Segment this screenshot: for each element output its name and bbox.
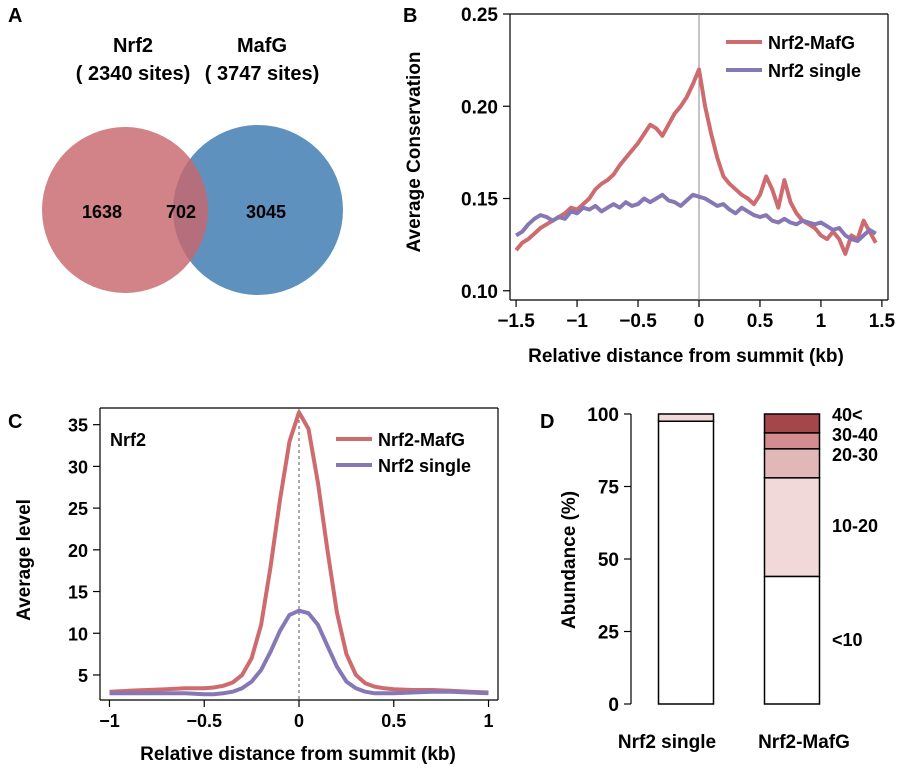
y-tick-label: 75 xyxy=(598,478,620,499)
y-axis-title: Abundance (%) xyxy=(559,491,580,629)
panel-label-d: D xyxy=(540,411,554,433)
bar-segment xyxy=(763,432,821,450)
y-tick-label: 35 xyxy=(68,416,88,436)
panel-b-conservation-chart: B −1.5 −1 −0.5 0 0.5 1 1.5 0.10 0.15 0.20 0.25 Re… xyxy=(403,5,896,367)
y-axis-title: Average Conservation xyxy=(404,52,425,253)
venn-set-name-mafg: MafG xyxy=(237,35,287,57)
series-line-0 xyxy=(109,410,489,695)
y-tick-label: 50 xyxy=(598,550,619,571)
x-ticks: −1.5 −1 −0.5 0 0.5 1 1.5 xyxy=(497,300,896,332)
stacked-bars xyxy=(657,413,821,705)
segment-label: 20-30 xyxy=(832,445,878,465)
bar-segment xyxy=(763,413,821,434)
x-category-label: Nrf2-MafG xyxy=(758,732,850,753)
series-line-1 xyxy=(515,192,877,243)
x-tick-label: −1.5 xyxy=(497,311,535,332)
legend-label-nrf2-mafg: Nrf2-MafG xyxy=(768,33,855,53)
panel-a-venn: A Nrf2 ( 2340 sites) MafG ( 3747 sites) … xyxy=(8,5,343,295)
y-ticks: 0.10 0.15 0.20 0.25 xyxy=(461,5,510,303)
series-line-0 xyxy=(514,67,878,256)
x-tick-label: 1 xyxy=(484,711,494,731)
x-axis-title: Relative distance from summit (kb) xyxy=(140,744,456,765)
venn-set-sites-nrf2: ( 2340 sites) xyxy=(76,63,191,85)
venn-circle-nrf2 xyxy=(42,127,208,293)
segment-label: 10-20 xyxy=(832,516,878,536)
y-ticks: 0 25 50 75 100 xyxy=(587,405,631,716)
venn-set-sites-mafg: ( 3747 sites) xyxy=(205,63,320,85)
chart-title: Nrf2 xyxy=(110,430,146,450)
legend-label-nrf2-single: Nrf2 single xyxy=(378,456,471,476)
panel-d-abundance-chart: D 0 25 50 75 100 Nrf2 single Nrf2-MafG <10 10-… xyxy=(540,405,878,753)
venn-circle-mafg xyxy=(173,125,343,295)
panel-c-average-level-chart: C −1 −0.5 0 0.5 1 5 10 15 20 25 30 35 Nrf2 Relativ… xyxy=(8,407,499,765)
y-axis-title: Average level xyxy=(14,499,35,621)
x-tick-label: 0 xyxy=(694,311,705,332)
y-tick-label: 20 xyxy=(68,541,88,561)
segment-label: <10 xyxy=(832,630,863,650)
x-tick-label: −0.5 xyxy=(619,311,657,332)
series-group xyxy=(514,67,878,256)
venn-count-overlap: 702 xyxy=(166,202,196,222)
bar-segment xyxy=(763,477,821,578)
x-tick-label: −1 xyxy=(99,711,120,731)
y-tick-label: 100 xyxy=(587,405,619,426)
x-tick-label: 1.5 xyxy=(869,311,896,332)
segment-label: 40< xyxy=(832,405,863,425)
x-category-label: Nrf2 single xyxy=(618,732,716,753)
x-tick-label: −0.5 xyxy=(186,711,222,731)
y-tick-label: 5 xyxy=(78,666,88,686)
x-axis-title: Relative distance from summit (kb) xyxy=(528,346,844,367)
legend-label-nrf2-mafg: Nrf2-MafG xyxy=(378,430,465,450)
series-group xyxy=(109,410,489,697)
x-tick-label: 0.5 xyxy=(381,711,406,731)
x-tick-label: 1 xyxy=(816,311,827,332)
segment-label: 30-40 xyxy=(832,425,878,445)
panel-label-c: C xyxy=(8,411,22,433)
venn-count-mafg-only: 3045 xyxy=(246,202,286,222)
bar-segment xyxy=(763,575,821,705)
y-tick-label: 10 xyxy=(68,624,88,644)
x-category-labels: Nrf2 single Nrf2-MafG xyxy=(618,732,850,753)
y-tick-label: 0.20 xyxy=(461,97,498,118)
venn-count-nrf2-only: 1638 xyxy=(82,202,122,222)
y-tick-label: 15 xyxy=(68,583,88,603)
x-tick-label: 0 xyxy=(294,711,304,731)
y-tick-label: 25 xyxy=(68,499,88,519)
legend-label-nrf2-single: Nrf2 single xyxy=(768,61,861,81)
panel-label-a: A xyxy=(8,5,22,27)
x-tick-label: −1 xyxy=(566,311,588,332)
x-tick-label: 0.5 xyxy=(747,311,774,332)
y-tick-label: 0.15 xyxy=(461,190,498,211)
x-ticks: −1 −0.5 0 0.5 1 xyxy=(99,700,494,731)
bar-segment xyxy=(763,448,821,479)
y-ticks: 5 10 15 20 25 30 35 xyxy=(68,416,100,686)
bar-segment xyxy=(657,420,715,705)
y-tick-label: 0.25 xyxy=(461,5,498,26)
y-tick-label: 30 xyxy=(68,457,88,477)
panel-label-b: B xyxy=(403,5,417,27)
bar-segment xyxy=(657,413,715,422)
venn-set-name-nrf2: Nrf2 xyxy=(113,35,153,57)
y-tick-label: 25 xyxy=(598,623,620,644)
y-tick-label: 0 xyxy=(608,695,619,716)
y-tick-label: 0.10 xyxy=(461,282,498,303)
series-line-1 xyxy=(109,608,489,697)
